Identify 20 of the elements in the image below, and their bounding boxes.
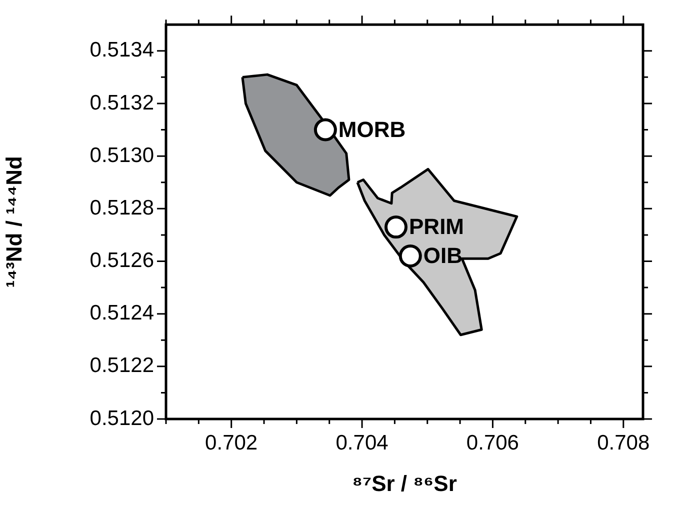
annotation: PRIM	[409, 214, 464, 240]
y-tick-label: 0.5132	[90, 91, 154, 114]
annotation: MORB	[338, 116, 406, 142]
point	[384, 216, 408, 239]
y-tick-label: 0.5130	[90, 144, 154, 167]
y-tick-label: 0.5126	[90, 249, 154, 272]
x-tick-label: 0.702	[205, 431, 258, 454]
annotation: OIB	[423, 243, 463, 268]
x-axis-title: ⁸⁷Sr / ⁸⁶Sr	[352, 470, 458, 496]
x-tick-label: 0.706	[466, 431, 519, 454]
point	[398, 244, 422, 268]
y-tick-label: 0.5122	[90, 354, 154, 378]
y-tick-label: 0.5128	[90, 196, 154, 220]
y-tick-label: 0.5120	[90, 406, 154, 430]
x-tick-label: 0.704	[336, 431, 389, 454]
point	[314, 118, 337, 142]
y-axis-title: ¹⁴³Nd / ¹⁴⁴Nd	[1, 156, 26, 288]
x-tick-label: 0.708	[597, 431, 650, 454]
y-tick-label: 0.5134	[90, 38, 154, 62]
y-tick-label: 0.5124	[90, 302, 154, 325]
